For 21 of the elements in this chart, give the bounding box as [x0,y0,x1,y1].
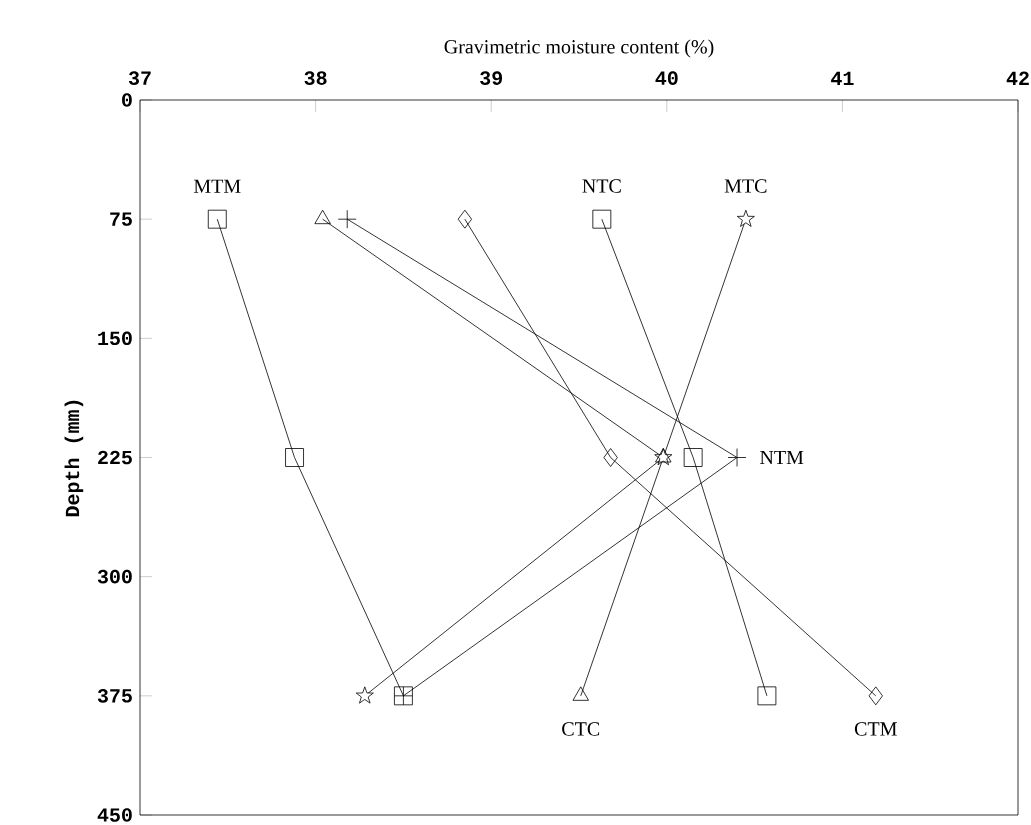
x-tick-label: 42 [1006,71,1029,85]
y-tick-label: 150 [98,331,132,346]
annotation: CTM [854,722,897,736]
x-axis-title: Gravimetric moisture content (%) [444,39,714,58]
y-tick-label: 300 [97,569,132,584]
annotation: NTC [582,179,621,193]
y-tick-label: 225 [98,450,132,465]
x-tick-label: 37 [128,71,151,85]
x-tick-label: 40 [655,71,678,85]
annotation: MTC [724,179,767,193]
y-tick-label: 0 [122,93,132,107]
y-tick-label: 375 [97,689,132,703]
y-axis-title: Depth (mm) [64,400,84,517]
y-tick-label: 450 [97,808,132,822]
annotation: NTM [760,450,804,465]
x-tick-label: 38 [304,71,327,85]
x-tick-label: 41 [831,71,854,85]
y-tick-label: 75 [110,212,132,226]
x-tick-label: 39 [480,71,503,85]
annotation: MTM [193,179,241,193]
annotation: CTC [562,722,600,736]
